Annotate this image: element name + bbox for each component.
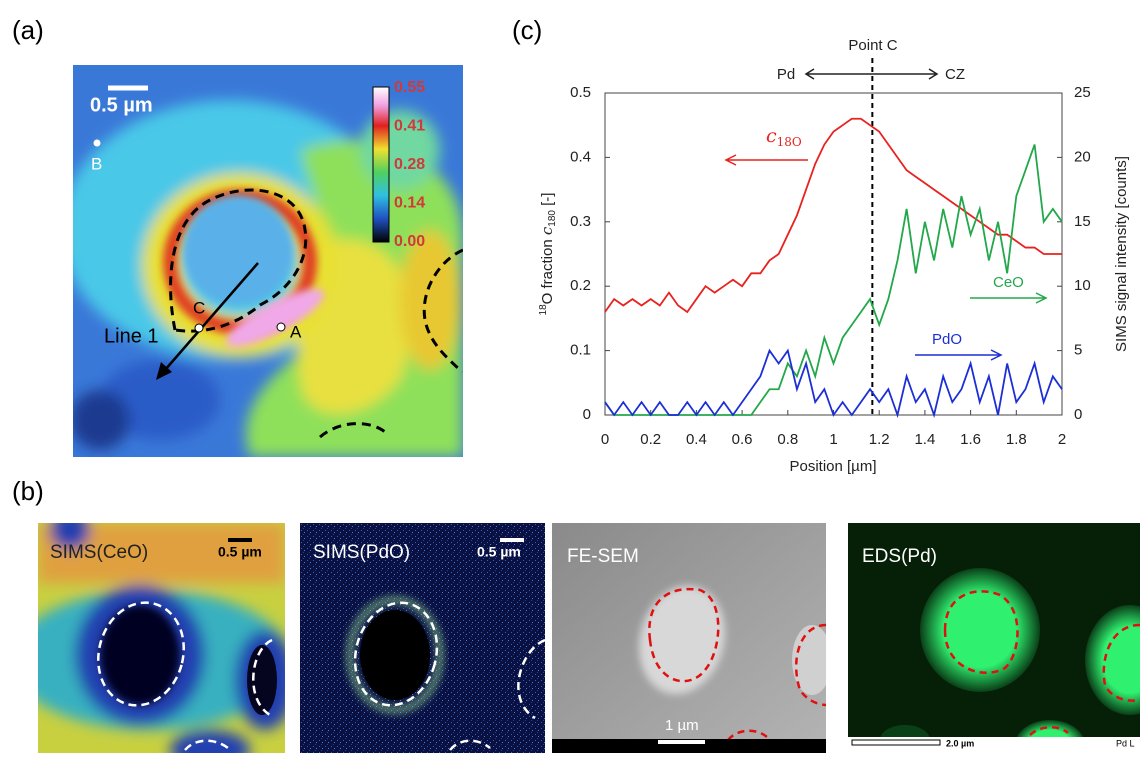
series-label: PdO (932, 331, 962, 348)
y-tick-label: 0 (583, 406, 591, 423)
x-tick-label: 1.6 (960, 431, 981, 448)
oxygen-map (73, 65, 463, 457)
plot: 0 0.2 0.4 0.6 0.8 1 1.2 1.4 1.6 1.8 200.10.20.30.4… (570, 58, 1091, 448)
panel-label: (c) (512, 15, 542, 45)
scale-label: 2.0 µm (946, 738, 974, 748)
x-tick-label: 1 (829, 431, 837, 448)
point-label: B (91, 154, 102, 173)
y2-tick-label: 20 (1074, 148, 1091, 165)
x-tick-label: 0.8 (777, 431, 798, 448)
image-label: FE-SEM (567, 546, 639, 567)
y2-tick-label: 15 (1074, 213, 1091, 230)
x-tick-label: 1.4 (914, 431, 935, 448)
colorbar-label: 0.41 (394, 118, 425, 135)
y2-axis-label: SIMS signal intensity [counts] (1113, 156, 1130, 352)
image-label: EDS(Pd) (862, 546, 937, 567)
x-tick-label: 2 (1058, 431, 1066, 448)
point-label: C (193, 298, 205, 317)
scale-label: 1 µm (665, 717, 699, 734)
y2-tick-label: 25 (1074, 84, 1091, 101)
data-line (604, 144, 1063, 416)
colorbar-label: 0.55 (394, 79, 425, 96)
x-tick-label: 0.6 (732, 431, 753, 448)
scale-label: 0.5 µm (477, 544, 521, 560)
image-footer: Pd L (1116, 738, 1135, 748)
colorbar-labels: 0.55 0.41 0.28 0.14 0.00 (394, 79, 425, 250)
colorbar-label: 0.00 (394, 233, 425, 250)
panel-label: (a) (12, 15, 44, 45)
y-tick-label: 0.5 (570, 84, 591, 101)
x-tick-label: 1.2 (869, 431, 890, 448)
scale-label: 0.5 µm (218, 544, 262, 560)
plot-frame (604, 92, 1063, 416)
data-line (604, 117, 1062, 314)
point-label: A (290, 322, 302, 341)
y-tick-label: 0.2 (570, 277, 591, 294)
y2-tick-label: 10 (1074, 277, 1091, 294)
scale-label: 0.5 µm (90, 94, 153, 116)
x-tick-label: 0.4 (686, 431, 707, 448)
y-tick-label: 0.4 (570, 148, 591, 165)
image-label: SIMS(PdO) (313, 542, 410, 563)
y2-tick-label: 5 (1074, 342, 1082, 359)
sims-pdo-image (300, 523, 545, 753)
data-line (604, 348, 1063, 419)
line-label: Line 1 (104, 325, 159, 347)
series-label: CeO (993, 274, 1024, 291)
y-tick-label: 0.3 (570, 213, 591, 230)
fe-sem-image (552, 523, 826, 753)
y-axis-label: 18O fraction c180 [-] (538, 193, 558, 316)
panel-label: (b) (12, 476, 44, 506)
y-tick-label: 0.1 (570, 342, 591, 359)
image-label: SIMS(CeO) (50, 542, 148, 563)
eds-pd-image (848, 523, 1140, 753)
sims-ceo-image (38, 523, 285, 753)
x-tick-label: 1.8 (1006, 431, 1027, 448)
annotation: Point C (848, 37, 897, 54)
annotation: CZ (945, 66, 965, 83)
colorbar-label: 0.14 (394, 195, 425, 212)
series-label: c18O (766, 125, 802, 149)
y2-tick-label: 0 (1074, 406, 1082, 423)
arrows (724, 68, 1048, 361)
x-axis-label: Position [µm] (789, 458, 876, 475)
x-tick-label: 0.2 (640, 431, 661, 448)
x-tick-label: 0 (601, 431, 609, 448)
annotation: Pd (777, 66, 795, 83)
colorbar-label: 0.28 (394, 156, 425, 173)
